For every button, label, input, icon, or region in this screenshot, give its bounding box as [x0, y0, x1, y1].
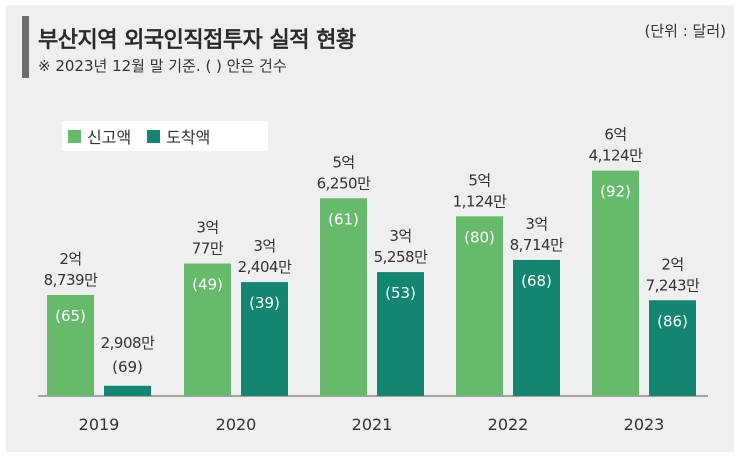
value-label-arrived-2021: 5,258만: [374, 248, 428, 266]
legend-swatch-reported: [68, 129, 81, 143]
legend-label-reported: 신고액: [87, 128, 132, 147]
legend-item-arrived: 도착액: [147, 124, 210, 148]
legend: 신고액 도착액: [62, 121, 268, 151]
count-label-arrived-2021: (53): [385, 284, 416, 302]
value-label-reported-2023: 6억: [604, 126, 626, 144]
value-label-arrived-2022: 8,714만: [510, 236, 564, 254]
bar-reported-2021: [320, 198, 367, 396]
bar-arrived-2021: [377, 272, 424, 396]
x-tick-label-2019: 2019: [79, 415, 120, 434]
bar-arrived-2023: [649, 300, 696, 396]
title-accent-bar: [22, 16, 29, 78]
bar-arrived-2019: [104, 385, 151, 396]
value-label-arrived-2023: 2억: [661, 255, 683, 273]
value-label-reported-2021: 5억: [332, 153, 354, 171]
count-label-arrived-2023: (86): [657, 312, 688, 330]
value-label-reported-2021: 6,250만: [317, 174, 371, 192]
value-label-arrived-2020: 2,404만: [238, 258, 292, 276]
legend-label-arrived: 도착액: [166, 128, 211, 147]
bar-reported-2023: [592, 170, 639, 396]
count-label-reported-2021: (61): [328, 210, 359, 228]
x-tick-label-2020: 2020: [216, 415, 257, 434]
x-tick-label-2022: 2022: [488, 415, 529, 434]
value-label-arrived-2020: 3억: [253, 237, 275, 255]
x-tick-label-2021: 2021: [352, 415, 393, 434]
bar-reported-2019: [47, 295, 94, 396]
bar-arrived-2022: [513, 259, 560, 396]
value-label-arrived-2023: 7,243만: [646, 276, 700, 294]
value-label-reported-2020: 3억: [196, 219, 218, 237]
count-label-reported-2022: (80): [464, 228, 495, 246]
value-label-arrived-2019: 2,908만: [101, 334, 155, 352]
count-label-reported-2023: (92): [600, 183, 631, 201]
x-tick-label-2023: 2023: [624, 415, 665, 434]
bar-arrived-2020: [241, 282, 288, 396]
legend-swatch-arrived: [147, 129, 161, 143]
value-label-reported-2019: 8,739만: [44, 271, 98, 289]
legend-item-reported: 신고액: [68, 124, 131, 148]
value-label-reported-2020: 77만: [192, 240, 224, 258]
count-label-arrived-2022: (68): [521, 272, 552, 290]
count-label-arrived-2019: (69): [112, 358, 143, 376]
value-label-reported-2023: 4,124만: [589, 147, 643, 165]
bar-reported-2020: [184, 263, 231, 396]
value-label-reported-2022: 1,124만: [453, 192, 507, 210]
value-label-arrived-2022: 3억: [525, 215, 547, 233]
count-label-reported-2020: (49): [192, 276, 223, 294]
value-label-reported-2019: 2억: [59, 250, 81, 268]
chart-subtitle: ※ 2023년 12월 말 기준. ( ) 안은 건수: [38, 57, 287, 75]
unit-label: (단위 : 달러): [644, 22, 727, 40]
bar-reported-2022: [456, 216, 503, 396]
count-label-arrived-2020: (39): [249, 294, 280, 312]
chart-title: 부산지역 외국인직접투자 실적 현황: [38, 28, 356, 53]
value-label-arrived-2021: 3억: [389, 227, 411, 245]
count-label-reported-2019: (65): [55, 307, 86, 325]
value-label-reported-2022: 5억: [468, 171, 490, 189]
